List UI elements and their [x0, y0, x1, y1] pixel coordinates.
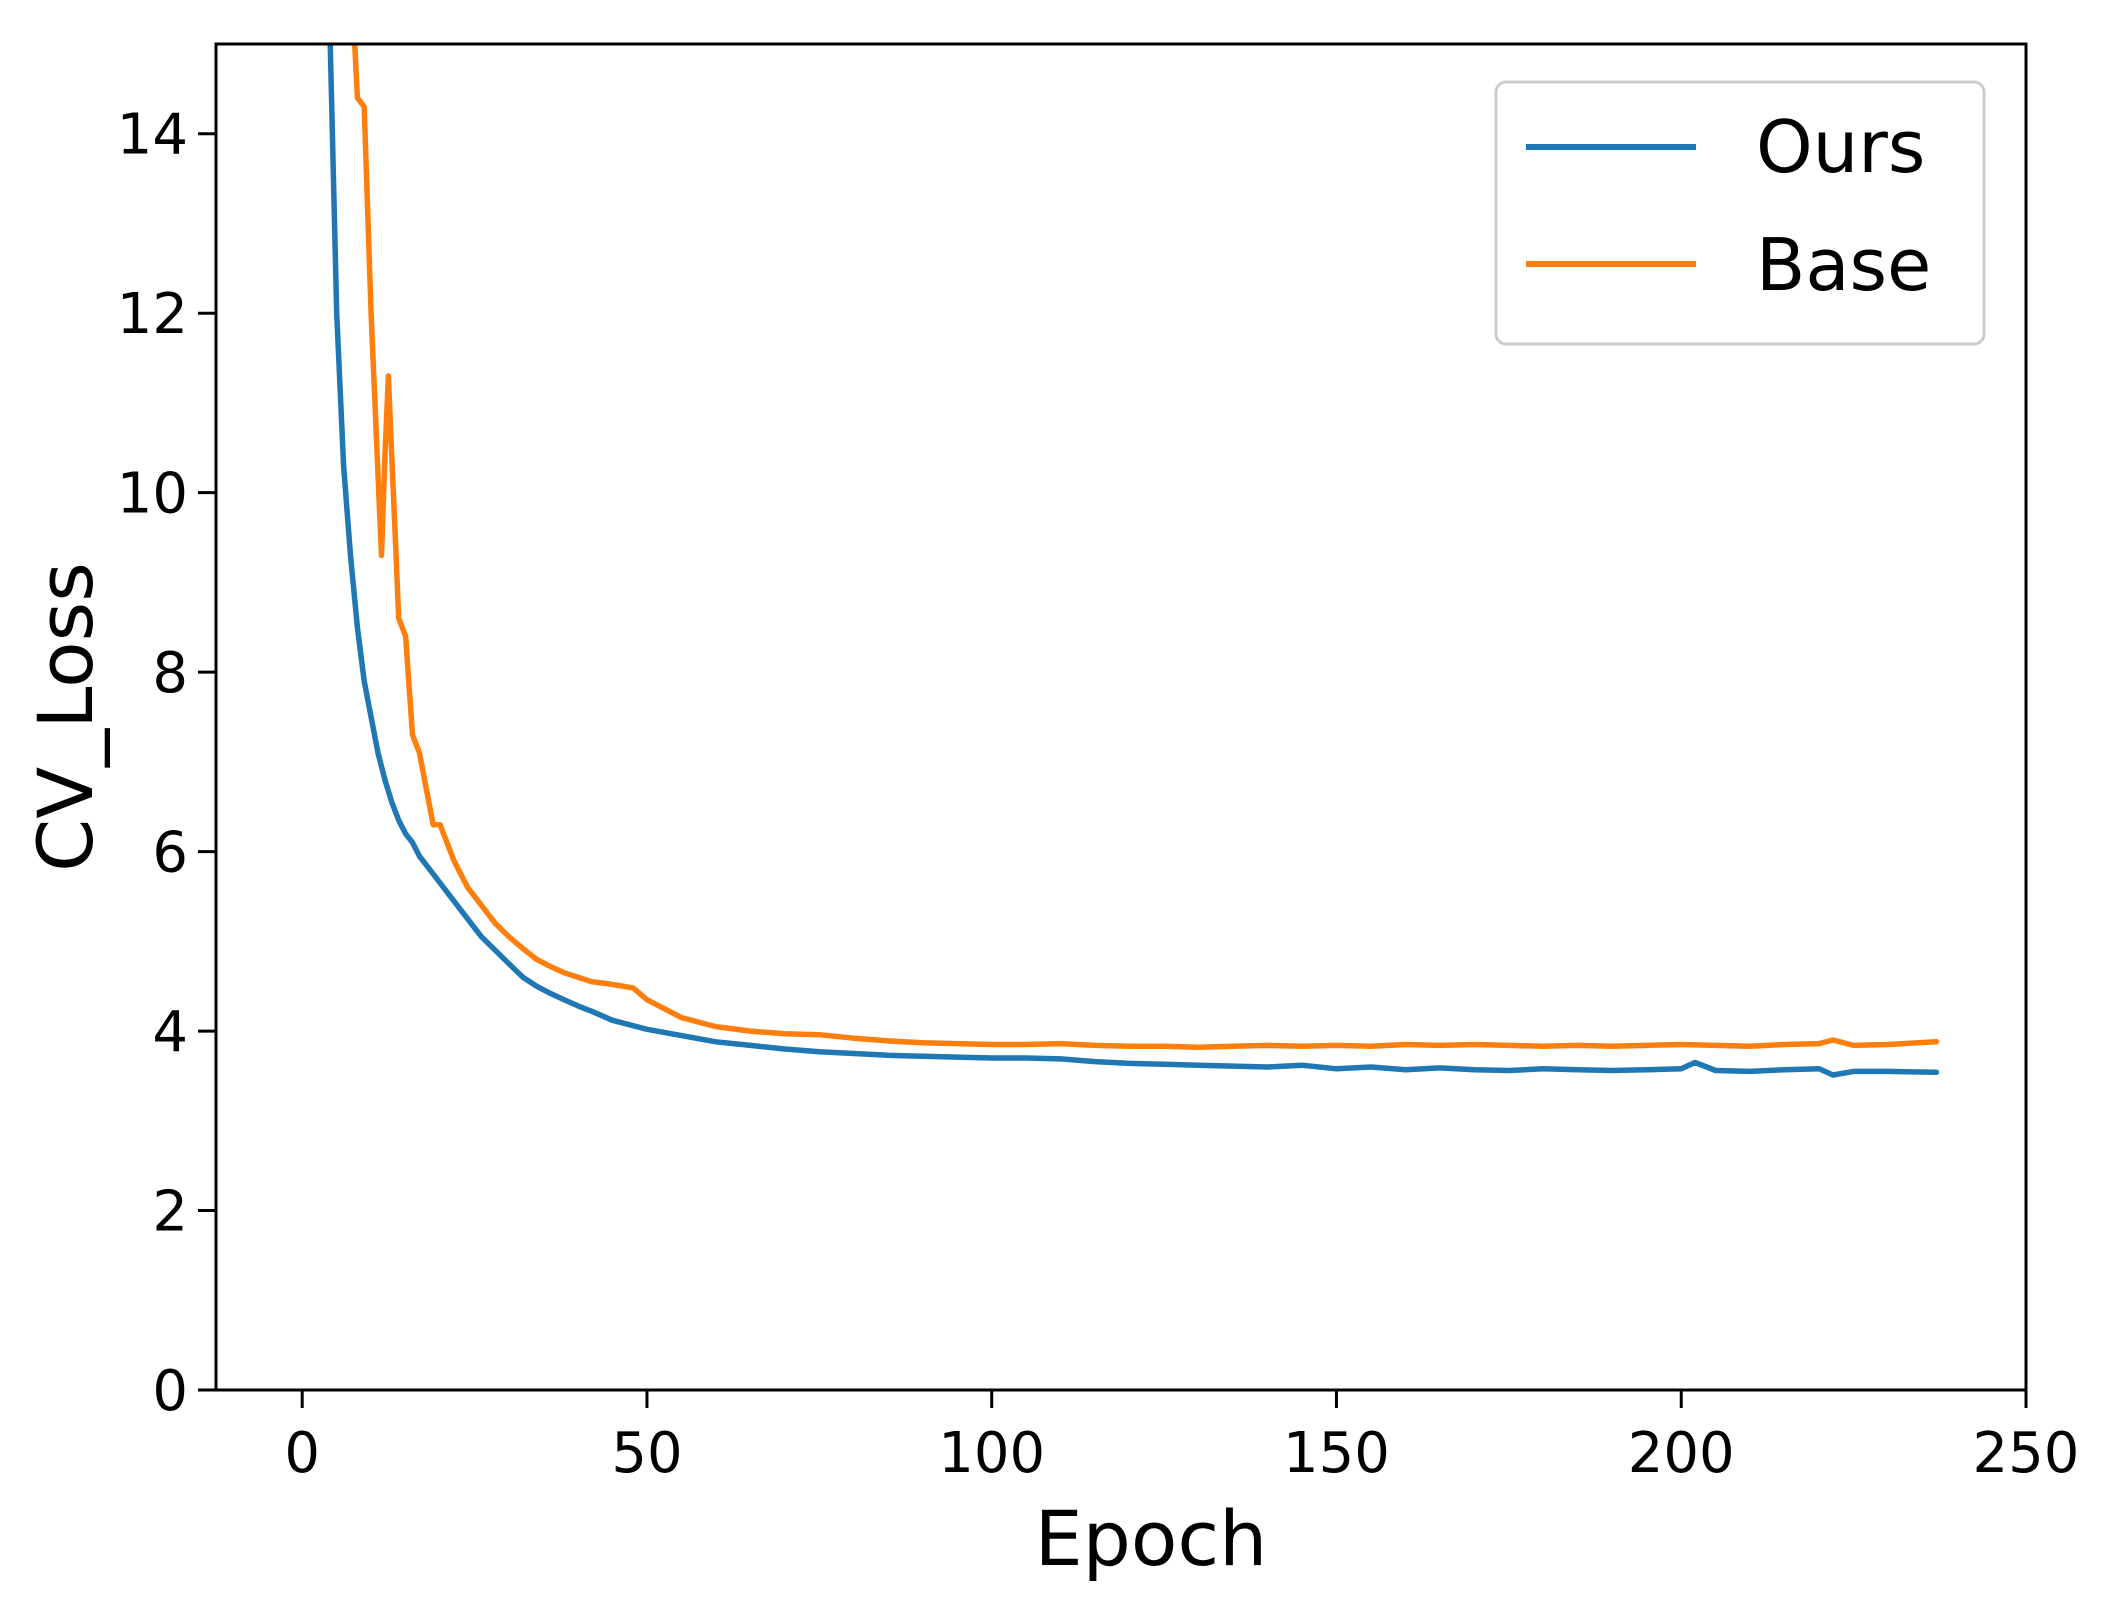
x-tick-label: 50 [611, 1421, 682, 1486]
y-tick-label: 10 [117, 462, 188, 527]
legend-label-base: Base [1756, 223, 1931, 307]
y-tick-label: 4 [152, 1000, 188, 1065]
x-axis-label: Epoch [1035, 1494, 1268, 1583]
y-axis: 0 2 4 6 8 10 12 14 [117, 103, 216, 1424]
series-layer [327, 44, 1940, 1078]
x-tick-label: 250 [1973, 1421, 2080, 1486]
y-tick-label: 14 [117, 103, 188, 168]
y-tick-label: 8 [152, 641, 188, 706]
y-tick-label: 12 [117, 282, 188, 347]
y-tick-label: 2 [152, 1180, 188, 1245]
y-tick-label: 6 [152, 821, 188, 886]
y-axis-label: CV_Loss [21, 562, 110, 872]
legend-label-ours: Ours [1756, 105, 1925, 189]
series-line-base [351, 44, 1940, 1050]
x-tick-label: 100 [938, 1421, 1045, 1486]
legend: Ours Base [1494, 80, 1986, 346]
x-tick-label: 200 [1628, 1421, 1735, 1486]
plot-frame [214, 42, 2028, 1392]
y-tick-label: 0 [152, 1359, 188, 1424]
x-tick-label: 0 [284, 1421, 320, 1486]
series-line-ours [327, 44, 1940, 1078]
x-tick-label: 150 [1283, 1421, 1390, 1486]
x-axis: 0 50 100 150 200 250 [284, 1390, 2079, 1486]
